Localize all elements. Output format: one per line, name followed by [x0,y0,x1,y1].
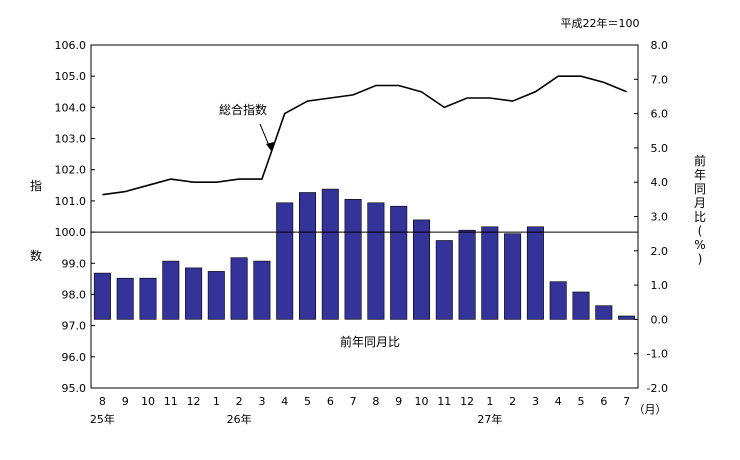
bar-6 [230,257,248,320]
bar-12 [367,202,385,320]
bar-7 [253,260,271,320]
year-label-1: 26年 [227,412,252,426]
left-tick-label-3: 98.0 [62,288,87,301]
x-tick-label-22: 6 [600,395,607,408]
year-label-2: 27年 [477,412,502,426]
x-tick-label-15: 11 [437,395,451,408]
right-tick-label-6: 4.0 [651,176,669,189]
left-axis-ticks: 95.0 96.0 97.0 98.0 99.0 100.0 101.0 102.0 103.0… [55,39,95,395]
right-tick-label-0: -2.0 [647,382,668,395]
x-tick-label-10: 6 [327,395,334,408]
line-series-pointer-head [266,142,274,152]
x-tick-label-19: 3 [532,395,539,408]
x-tick-label-0: 8 [99,395,106,408]
x-tick-label-21: 5 [578,395,585,408]
line-series-label: 総合指数 [219,102,267,117]
bar-21 [572,291,590,320]
x-tick-label-12: 8 [372,395,379,408]
x-tick-label-7: 3 [258,395,265,408]
x-tick-label-1: 9 [122,395,129,408]
right-tick-label-4: 2.0 [651,245,669,258]
x-tick-label-16: 12 [460,395,474,408]
index-line [102,75,627,196]
bar-series [93,188,636,320]
x-tick-label-14: 10 [414,395,428,408]
year-label-0: 25年 [90,412,115,426]
left-tick-label-1: 96.0 [62,351,87,364]
bar-14 [412,219,430,320]
x-tick-label-4: 12 [187,395,201,408]
left-tick-label-0: 95.0 [62,382,87,395]
left-tick-label-6: 101.0 [55,195,87,208]
right-tick-label-3: 1.0 [651,279,669,292]
bar-16 [458,229,476,320]
x-tick-label-20: 4 [555,395,562,408]
bar-9 [298,192,316,320]
bar-10 [321,188,339,320]
bar-11 [344,199,362,320]
bar-15 [435,240,453,320]
x-axis-ticks: 8 9 10 11 12 1 2 3 4 5 6 7 8 9 10 11 12 1 2 3 4 5 6 7 [99,395,630,408]
bar-0 [93,272,111,320]
x-axis-unit: （月） [634,403,667,416]
x-tick-label-2: 10 [141,395,155,408]
right-tick-label-2: 0.0 [651,313,669,326]
x-tick-label-11: 7 [350,395,357,408]
bar-3 [162,260,180,320]
x-tick-label-8: 4 [281,395,288,408]
bar-5 [207,271,225,320]
x-tick-label-9: 5 [304,395,311,408]
x-tick-label-3: 11 [164,395,178,408]
bar-23 [618,315,636,320]
right-tick-label-7: 5.0 [651,142,669,155]
x-tick-label-6: 2 [236,395,243,408]
bar-2 [139,277,157,320]
right-tick-label-1: -1.0 [647,348,668,361]
year-labels: 25年 26年 27年 [90,412,502,426]
left-tick-label-10: 105.0 [55,70,87,83]
right-axis-ticks: -2.0 -1.0 0.0 1.0 2.0 3.0 4.0 5.0 6.0 7.0 8.0 [634,39,668,395]
bar-1 [116,277,134,320]
right-tick-label-9: 7.0 [651,73,669,86]
left-tick-label-2: 97.0 [62,320,87,333]
x-tick-label-13: 9 [395,395,402,408]
x-tick-label-17: 1 [486,395,493,408]
bar-4 [185,267,203,320]
left-axis-label: 指数 [30,178,42,263]
bar-8 [276,202,294,320]
base-year-note: 平成22年＝100 [561,16,640,30]
bar-17 [481,226,499,320]
bar-series-label: 前年同月比 [340,334,400,349]
bar-18 [504,233,522,320]
x-tick-label-18: 2 [509,395,516,408]
right-tick-label-8: 6.0 [651,108,669,121]
x-tick-label-5: 1 [213,395,220,408]
left-tick-label-11: 106.0 [55,39,87,52]
bar-22 [595,305,613,320]
bar-13 [390,205,408,320]
bar-20 [549,281,567,320]
left-tick-label-9: 104.0 [55,101,87,114]
right-axis-label: 前年同月比(%) [694,153,706,266]
bar-19 [526,226,544,320]
left-tick-label-8: 103.0 [55,133,87,146]
left-tick-label-5: 100.0 [55,226,87,239]
left-tick-label-7: 102.0 [55,164,87,177]
x-tick-label-23: 7 [623,395,630,408]
right-tick-label-5: 3.0 [651,211,669,224]
right-tick-label-10: 8.0 [651,39,669,52]
left-tick-label-4: 99.0 [62,257,87,270]
